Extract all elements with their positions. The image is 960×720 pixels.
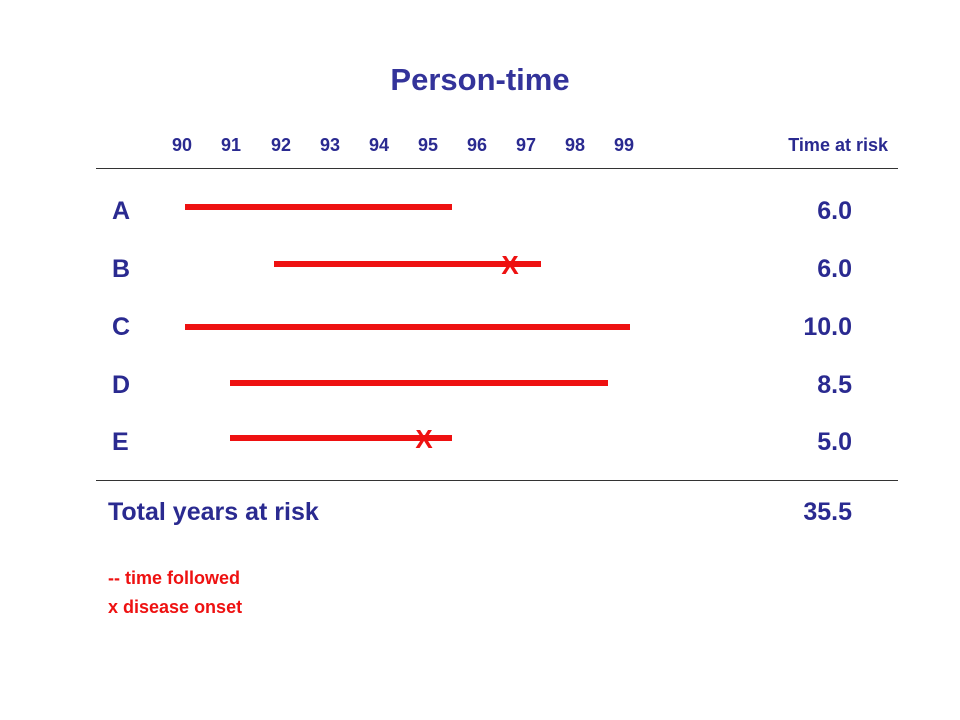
follow-up-bar	[229, 435, 452, 441]
year-tick: 92	[270, 135, 292, 155]
disease-onset-marker: X	[501, 250, 519, 280]
year-tick: 98	[564, 135, 586, 155]
year-tick: 99	[613, 135, 635, 155]
time-at-risk-value: 5.0	[817, 428, 852, 456]
total-label: Total years at risk	[108, 498, 319, 526]
year-tick: 90	[171, 135, 193, 155]
bottom-divider	[96, 480, 898, 481]
year-tick: 96	[466, 135, 488, 155]
year-tick: 95	[417, 135, 439, 155]
subject-label: C	[112, 313, 131, 341]
year-tick: 94	[368, 135, 390, 155]
top-divider	[96, 168, 898, 169]
year-tick: 93	[319, 135, 341, 155]
time-at-risk-value: 8.5	[817, 371, 852, 399]
time-at-risk-value: 6.0	[817, 255, 852, 283]
page-title: Person-time	[390, 62, 570, 97]
subject-label: B	[112, 255, 131, 283]
year-tick: 91	[220, 135, 242, 155]
time-at-risk-header: Time at risk	[788, 135, 888, 155]
follow-up-bar	[274, 261, 541, 267]
follow-up-bar	[229, 380, 608, 386]
time-at-risk-value: 10.0	[803, 313, 852, 341]
subject-label: E	[112, 428, 129, 456]
time-at-risk-value: 6.0	[817, 197, 852, 225]
follow-up-bar	[185, 324, 630, 330]
total-value: 35.5	[803, 498, 852, 526]
legend-disease-onset: x disease onset	[108, 597, 243, 617]
subject-label: D	[112, 371, 131, 399]
legend-time-followed: -- time followed	[108, 568, 240, 588]
subject-label: A	[112, 197, 131, 225]
year-tick: 97	[515, 135, 537, 155]
follow-up-bar	[185, 204, 452, 210]
disease-onset-marker: X	[415, 424, 433, 454]
